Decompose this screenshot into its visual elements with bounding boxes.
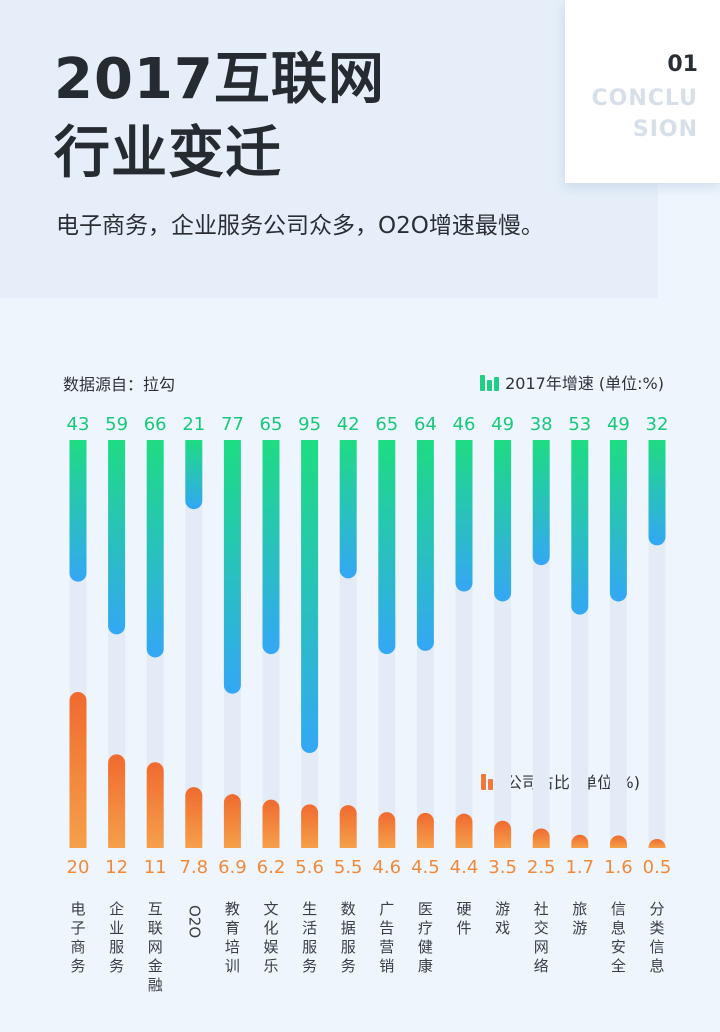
page-title-line-2: 行业变迁: [54, 121, 282, 186]
growth-value-label: 64: [414, 414, 437, 435]
growth-bar: [146, 440, 164, 658]
share-value-label: 20: [67, 857, 90, 878]
share-value-label: 4.6: [372, 857, 401, 878]
growth-value-label: 95: [298, 414, 321, 435]
card-number: 01: [667, 52, 698, 77]
share-value-label: 7.8: [179, 857, 208, 878]
share-bar: [223, 794, 241, 848]
growth-bar: [223, 440, 241, 694]
share-bar: [648, 839, 666, 848]
growth-bar: [185, 440, 203, 510]
growth-value-label: 53: [568, 414, 591, 435]
category-label: 旅游: [572, 900, 587, 937]
growth-bar: [532, 440, 550, 566]
category-label: 游戏: [495, 900, 510, 937]
growth-bar: [571, 440, 589, 615]
category-label: 企业服务: [109, 900, 124, 975]
growth-bar: [262, 440, 280, 655]
share-value-label: 1.7: [565, 857, 594, 878]
category-label: 数据服务: [341, 900, 356, 975]
growth-bar: [416, 440, 434, 651]
growth-bar: [108, 440, 126, 635]
share-bar: [455, 813, 473, 848]
conclusion-card: 01 CONCLU SION: [565, 0, 720, 183]
category-label: 教育培训: [225, 900, 240, 975]
share-bar: [146, 762, 164, 848]
share-value-label: 0.5: [643, 857, 672, 878]
growth-value-label: 65: [375, 414, 398, 435]
page-title-line-1: 2017互联网: [54, 47, 385, 112]
growth-value-label: 21: [182, 414, 205, 435]
bar-chart-icon: [480, 373, 501, 391]
growth-value-label: 42: [337, 414, 360, 435]
share-value-label: 6.2: [257, 857, 286, 878]
share-value-label: 4.4: [450, 857, 479, 878]
category-label: 文化娱乐: [263, 900, 278, 975]
growth-bar: [339, 440, 357, 579]
category-label: 生活服务: [302, 900, 317, 975]
legend-growth: 2017年增速 (单位:%): [480, 370, 664, 394]
share-bar: [494, 820, 512, 848]
share-bar: [378, 812, 396, 848]
category-label: 电子商务: [70, 900, 85, 975]
share-value-label: 6.9: [218, 857, 247, 878]
category-label: 广告营销: [379, 900, 394, 975]
share-bar: [571, 834, 589, 848]
category-label: O2O: [185, 905, 203, 938]
growth-bar: [609, 440, 627, 602]
category-label: 医疗健康: [418, 900, 433, 975]
growth-value-label: 65: [260, 414, 283, 435]
growth-value-label: 59: [105, 414, 128, 435]
share-bar: [262, 799, 280, 848]
share-bar: [301, 804, 319, 848]
growth-value-label: 66: [144, 414, 167, 435]
growth-bar: [648, 440, 666, 546]
share-bar: [609, 835, 627, 848]
share-bar: [69, 692, 87, 848]
growth-value-label: 49: [491, 414, 514, 435]
share-value-label: 4.5: [411, 857, 440, 878]
category-label: 硬件: [456, 900, 471, 937]
card-word-line-1: CONCLU: [591, 86, 698, 111]
page-subtitle: 电子商务，企业服务公司众多，O2O增速最慢。: [56, 213, 544, 239]
share-value-label: 2.5: [527, 857, 556, 878]
share-value-label: 5.6: [295, 857, 324, 878]
share-bar: [108, 754, 126, 848]
growth-value-label: 32: [646, 414, 669, 435]
growth-value-label: 77: [221, 414, 244, 435]
share-bar: [339, 805, 357, 848]
chart-marks: 43 20 电子商务 59 12 企业服务 66 11 互联网金融 21 7.8 O2O 77 6.9 教育…: [67, 414, 672, 994]
share-value-label: 12: [105, 857, 128, 878]
header-band: [0, 0, 658, 298]
growth-value-label: 43: [67, 414, 90, 435]
growth-value-label: 38: [530, 414, 553, 435]
growth-bar: [494, 440, 512, 602]
growth-bar: [378, 440, 396, 655]
legend-growth-label: 2017年增速 (单位:%): [505, 374, 664, 393]
category-label: 社交网络: [534, 900, 549, 975]
category-label: 分类信息: [649, 900, 664, 975]
bar-track: [185, 440, 203, 848]
share-bar: [416, 812, 434, 848]
share-value-label: 3.5: [488, 857, 517, 878]
data-source: 数据源自：拉勾: [63, 375, 176, 394]
share-bar: [185, 787, 203, 848]
category-label: 信息安全: [611, 900, 626, 975]
growth-bar: [301, 440, 319, 753]
share-value-label: 11: [144, 857, 167, 878]
category-label: 互联网金融: [148, 900, 163, 994]
growth-bar: [69, 440, 87, 582]
growth-bar: [455, 440, 473, 592]
card-word-line-2: SION: [632, 117, 698, 142]
share-bar: [532, 828, 550, 848]
growth-value-label: 49: [607, 414, 630, 435]
share-value-label: 1.6: [604, 857, 633, 878]
growth-value-label: 46: [453, 414, 476, 435]
share-value-label: 5.5: [334, 857, 363, 878]
